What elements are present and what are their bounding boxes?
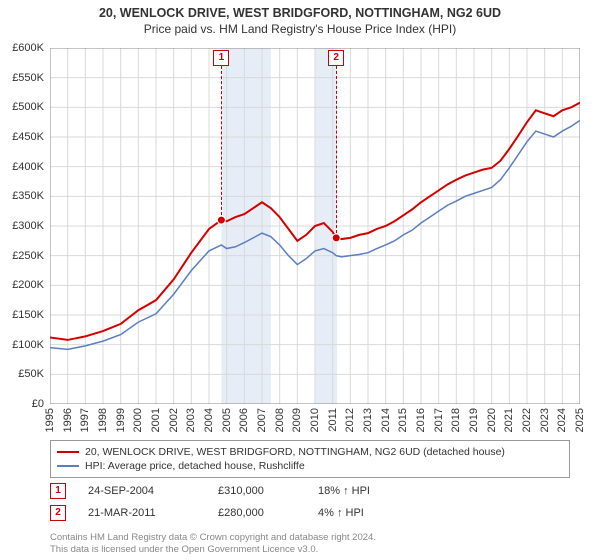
title-main: 20, WENLOCK DRIVE, WEST BRIDGFORD, NOTTI… xyxy=(0,0,600,20)
sale-marker-icon: 1 xyxy=(50,483,66,499)
y-tick-label: £0 xyxy=(0,398,44,410)
sale-marker-1: 1 xyxy=(213,50,229,66)
sale-row: 1 24-SEP-2004£310,00018% ↑ HPI xyxy=(50,483,570,499)
y-tick-label: £450K xyxy=(0,131,44,143)
sale-marker-icon: 2 xyxy=(50,505,66,521)
y-tick-label: £150K xyxy=(0,309,44,321)
sale-hpi-diff: 4% ↑ HPI xyxy=(318,507,418,519)
sale-marker-2: 2 xyxy=(328,50,344,66)
y-tick-label: £50K xyxy=(0,368,44,380)
x-tick-label: 1998 xyxy=(97,408,109,438)
x-tick-label: 2001 xyxy=(150,408,162,438)
sale-date: 21-MAR-2011 xyxy=(88,507,218,519)
x-tick-label: 2023 xyxy=(539,408,551,438)
x-tick-label: 2004 xyxy=(203,408,215,438)
x-tick-label: 2006 xyxy=(238,408,250,438)
x-tick-label: 2002 xyxy=(168,408,180,438)
legend: 20, WENLOCK DRIVE, WEST BRIDGFORD, NOTTI… xyxy=(50,440,570,478)
x-tick-label: 2017 xyxy=(433,408,445,438)
x-tick-label: 2009 xyxy=(291,408,303,438)
sale-hpi-diff: 18% ↑ HPI xyxy=(318,485,418,497)
x-tick-label: 2015 xyxy=(397,408,409,438)
sale-price: £280,000 xyxy=(218,507,318,519)
sale-row: 2 21-MAR-2011£280,0004% ↑ HPI xyxy=(50,505,570,521)
sale-price: £310,000 xyxy=(218,485,318,497)
legend-label: HPI: Average price, detached house, Rush… xyxy=(85,460,305,472)
footer-line2: This data is licensed under the Open Gov… xyxy=(50,544,376,556)
y-tick-label: £100K xyxy=(0,339,44,351)
y-tick-label: £400K xyxy=(0,161,44,173)
x-tick-label: 2024 xyxy=(556,408,568,438)
x-tick-label: 2013 xyxy=(362,408,374,438)
y-tick-label: £550K xyxy=(0,72,44,84)
y-tick-label: £350K xyxy=(0,190,44,202)
x-tick-label: 2016 xyxy=(415,408,427,438)
y-tick-label: £200K xyxy=(0,279,44,291)
legend-label: 20, WENLOCK DRIVE, WEST BRIDGFORD, NOTTI… xyxy=(85,446,505,458)
footer: Contains HM Land Registry data © Crown c… xyxy=(50,532,376,556)
y-tick-label: £600K xyxy=(0,42,44,54)
x-tick-label: 2003 xyxy=(185,408,197,438)
x-tick-label: 2025 xyxy=(574,408,586,438)
legend-swatch xyxy=(57,465,79,467)
x-tick-label: 2011 xyxy=(327,408,339,438)
x-tick-label: 2007 xyxy=(256,408,268,438)
sale-date: 24-SEP-2004 xyxy=(88,485,218,497)
x-tick-label: 2005 xyxy=(221,408,233,438)
chart-area: £0£50K£100K£150K£200K£250K£300K£350K£400… xyxy=(50,48,580,404)
legend-row: 20, WENLOCK DRIVE, WEST BRIDGFORD, NOTTI… xyxy=(57,445,563,459)
y-tick-label: £250K xyxy=(0,250,44,262)
x-tick-label: 2022 xyxy=(521,408,533,438)
x-tick-label: 2010 xyxy=(309,408,321,438)
x-tick-label: 1995 xyxy=(44,408,56,438)
chart-svg xyxy=(50,48,580,404)
x-tick-label: 2000 xyxy=(132,408,144,438)
title-sub: Price paid vs. HM Land Registry's House … xyxy=(0,20,600,36)
x-tick-label: 2021 xyxy=(503,408,515,438)
x-tick-label: 2008 xyxy=(274,408,286,438)
legend-row: HPI: Average price, detached house, Rush… xyxy=(57,459,563,473)
legend-swatch xyxy=(57,451,79,453)
x-tick-label: 2012 xyxy=(344,408,356,438)
x-tick-label: 1996 xyxy=(62,408,74,438)
y-tick-label: £300K xyxy=(0,220,44,232)
footer-line1: Contains HM Land Registry data © Crown c… xyxy=(50,532,376,544)
x-tick-label: 2018 xyxy=(450,408,462,438)
x-tick-label: 1999 xyxy=(115,408,127,438)
x-tick-label: 2014 xyxy=(380,408,392,438)
y-tick-label: £500K xyxy=(0,101,44,113)
x-tick-label: 1997 xyxy=(79,408,91,438)
x-tick-label: 2019 xyxy=(468,408,480,438)
x-tick-label: 2020 xyxy=(486,408,498,438)
